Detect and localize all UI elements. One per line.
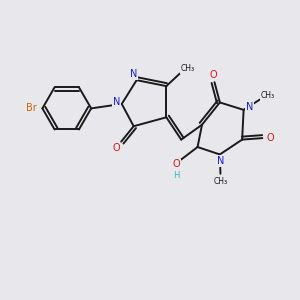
Text: N: N [246, 102, 253, 112]
Text: N: N [217, 156, 224, 166]
Text: N: N [130, 69, 137, 79]
Text: CH₃: CH₃ [213, 177, 227, 186]
Text: H: H [173, 171, 179, 180]
Text: O: O [112, 142, 120, 153]
Text: CH₃: CH₃ [181, 64, 195, 74]
Text: O: O [172, 159, 180, 169]
Text: CH₃: CH₃ [261, 91, 275, 100]
Text: O: O [267, 133, 274, 143]
Text: N: N [113, 98, 120, 107]
Text: O: O [209, 70, 217, 80]
Text: Br: Br [26, 103, 37, 113]
